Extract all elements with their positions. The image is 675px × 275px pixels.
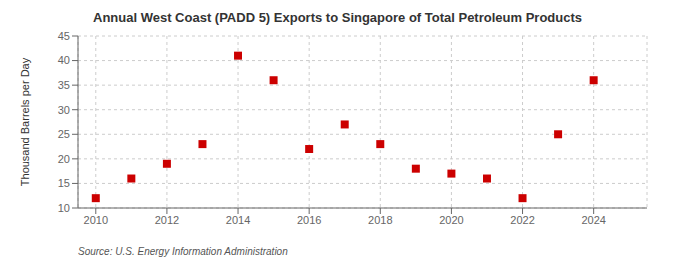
svg-text:2016: 2016	[297, 214, 321, 226]
svg-text:25: 25	[58, 128, 70, 140]
html-text:Source: U.S. Energy Informatio: Source: U.S. Energy Information Administ…	[78, 246, 288, 257]
svg-text:35: 35	[58, 79, 70, 91]
html-text:Annual West Coast (PADD 5) Exp: Annual West Coast (PADD 5) Exports to Si…	[93, 10, 582, 25]
svg-text:2020: 2020	[439, 214, 463, 226]
svg-text:2018: 2018	[368, 214, 392, 226]
svg-text:40: 40	[58, 54, 70, 66]
svg-text:20: 20	[58, 153, 70, 165]
svg-text:45: 45	[58, 30, 70, 42]
svg-text:30: 30	[58, 104, 70, 116]
svg-text:2012: 2012	[155, 214, 179, 226]
svg-text:Thousand Barrels per Day: Thousand Barrels per Day	[19, 57, 31, 186]
svg-text:2010: 2010	[84, 214, 108, 226]
svg-text:2014: 2014	[226, 214, 250, 226]
svg-text:2022: 2022	[510, 214, 534, 226]
svg-text:15: 15	[58, 177, 70, 189]
svg-text:10: 10	[58, 202, 70, 214]
svg-text:2024: 2024	[581, 214, 605, 226]
